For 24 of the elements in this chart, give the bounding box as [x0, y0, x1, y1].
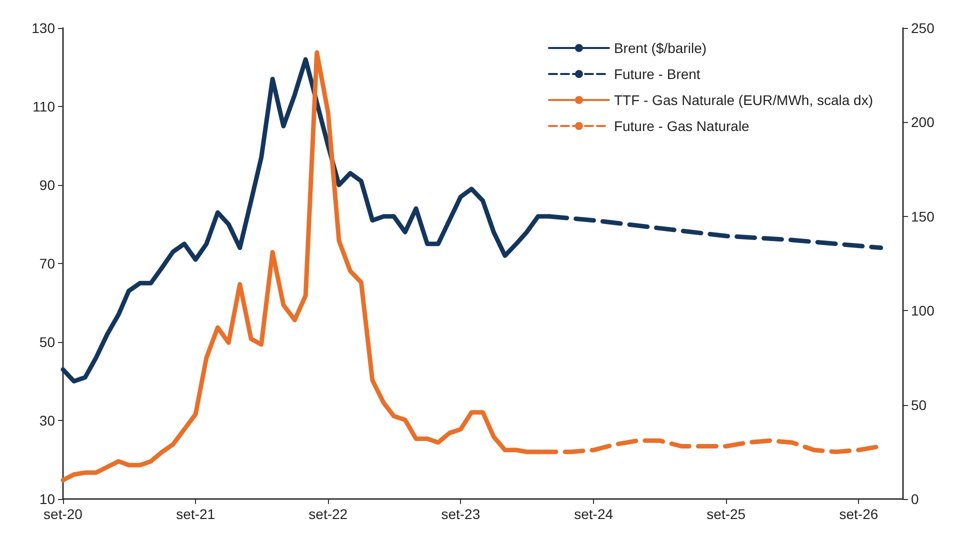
x-tick-label: set-23 — [441, 506, 480, 522]
y-tick-label: 50 — [39, 334, 56, 350]
y2-tick-label: 0 — [911, 491, 919, 507]
x-tick-label: set-25 — [706, 506, 746, 522]
y-tick-label: 90 — [39, 177, 56, 193]
x-tick-label: set-26 — [839, 506, 878, 522]
y-tick-label: 110 — [32, 98, 56, 114]
y-tick-label: 70 — [39, 256, 56, 272]
legend-label: Brent ($/barile) — [614, 40, 707, 56]
legend-label: Future - Gas Naturale — [614, 118, 750, 134]
y2-tick-label: 250 — [911, 20, 935, 36]
y-tick-label: 130 — [32, 20, 56, 36]
y2-tick-label: 150 — [911, 208, 935, 224]
y2-tick-label: 100 — [911, 302, 935, 319]
legend-label: Future - Brent — [614, 66, 700, 82]
legend-label: TTF - Gas Naturale (EUR/MWh, scala dx) — [614, 92, 874, 108]
y-tick-label: 30 — [39, 412, 56, 428]
x-tick-label: set-22 — [308, 506, 348, 522]
y2-tick-label: 200 — [911, 114, 935, 130]
x-tick-label: set-24 — [574, 506, 614, 522]
y-tick-label: 10 — [39, 491, 56, 507]
x-tick-label: set-20 — [44, 506, 83, 522]
y2-tick-label: 50 — [911, 396, 927, 413]
x-tick-label: set-21 — [176, 506, 216, 522]
